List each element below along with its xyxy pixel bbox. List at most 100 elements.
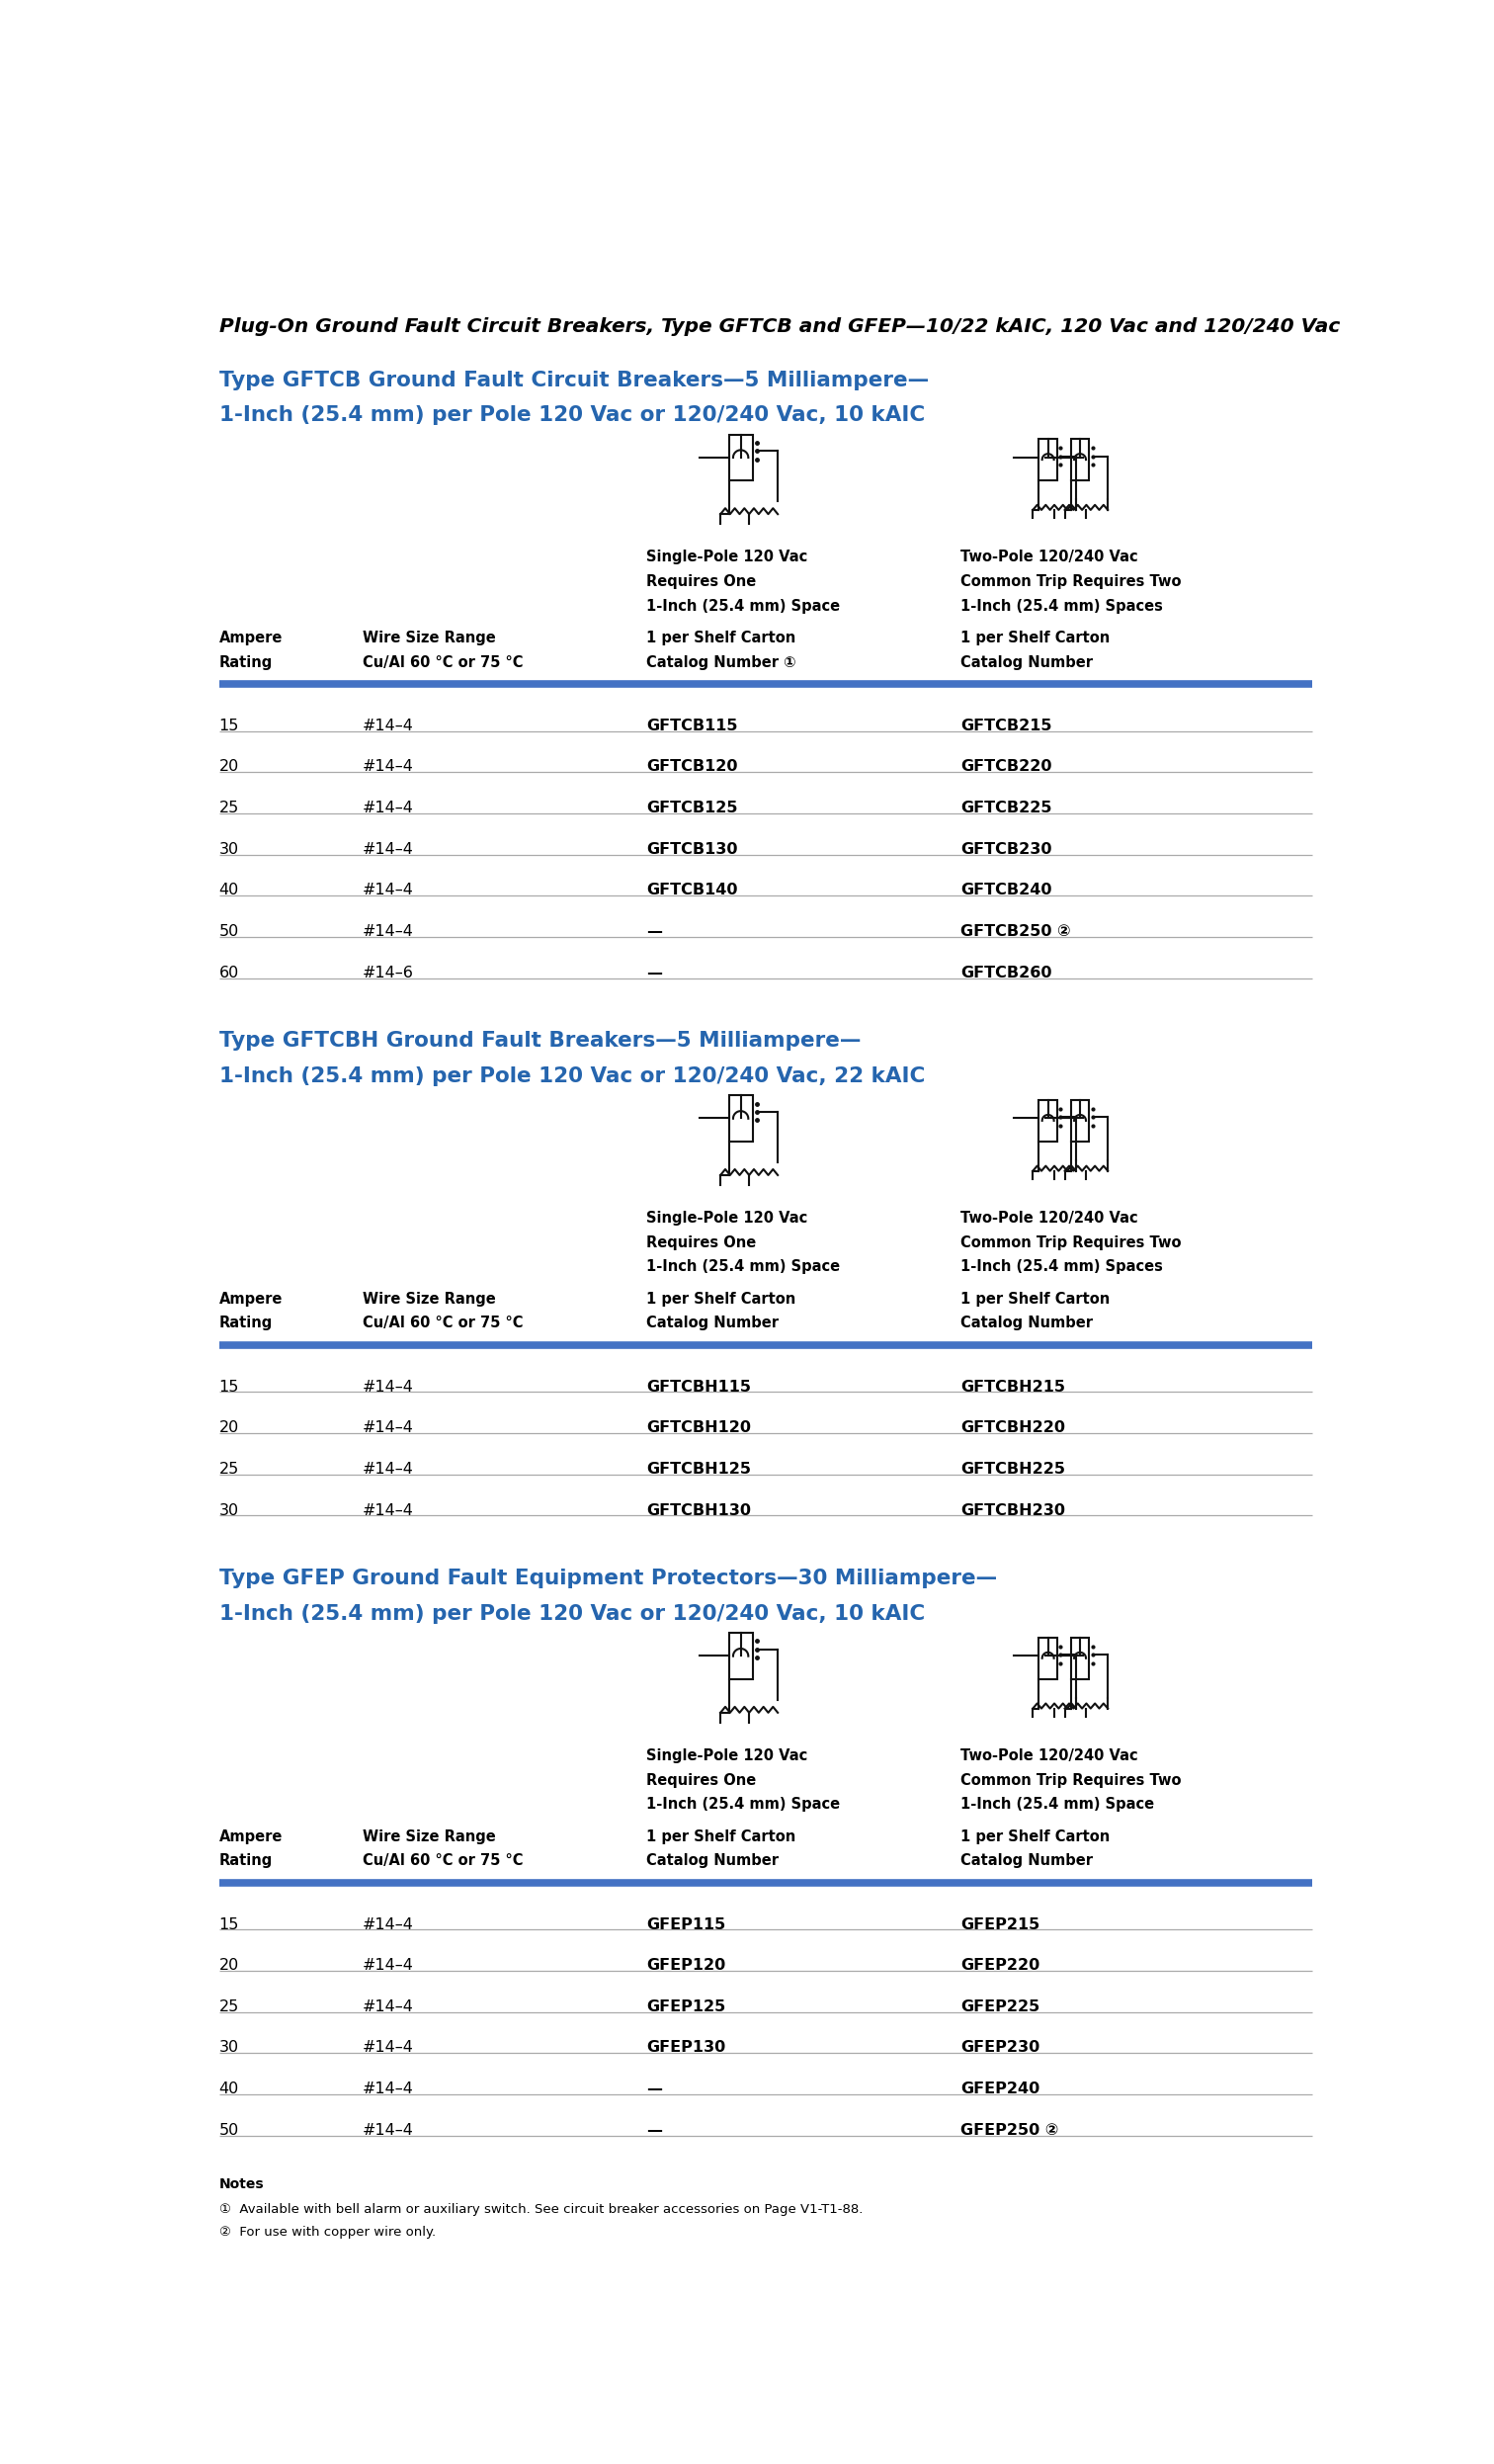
Text: Rating: Rating xyxy=(220,1853,272,1868)
Text: Cu/Al 60 °C or 75 °C: Cu/Al 60 °C or 75 °C xyxy=(363,1316,523,1331)
Text: 15: 15 xyxy=(220,1917,239,1932)
Text: GFTCBH230: GFTCBH230 xyxy=(961,1503,1065,1518)
Text: GFTCB240: GFTCB240 xyxy=(961,882,1052,897)
Text: 50: 50 xyxy=(220,924,239,939)
Text: GFEP225: GFEP225 xyxy=(961,1998,1040,2013)
Text: 1-Inch (25.4 mm) per Pole 120 Vac or 120/240 Vac, 22 kAIC: 1-Inch (25.4 mm) per Pole 120 Vac or 120… xyxy=(220,1067,925,1087)
Text: GFTCBH215: GFTCBH215 xyxy=(961,1380,1065,1395)
Text: —: — xyxy=(647,924,662,939)
Text: Catalog Number: Catalog Number xyxy=(961,1853,1092,1868)
Bar xyxy=(729,434,753,480)
Text: 30: 30 xyxy=(220,843,239,857)
Text: Two-Pole 120/240 Vac: Two-Pole 120/240 Vac xyxy=(961,1210,1137,1225)
Text: 1-Inch (25.4 mm) per Pole 120 Vac or 120/240 Vac, 10 kAIC: 1-Inch (25.4 mm) per Pole 120 Vac or 120… xyxy=(220,404,925,424)
Text: 20: 20 xyxy=(220,1959,239,1974)
Text: Requires One: Requires One xyxy=(647,1234,756,1249)
Text: GFTCBH115: GFTCBH115 xyxy=(647,1380,751,1395)
Text: Cu/Al 60 °C or 75 °C: Cu/Al 60 °C or 75 °C xyxy=(363,655,523,670)
Text: 20: 20 xyxy=(220,759,239,774)
Text: GFEP220: GFEP220 xyxy=(961,1959,1040,1974)
Text: —: — xyxy=(647,2082,662,2097)
Text: 1-Inch (25.4 mm) Spaces: 1-Inch (25.4 mm) Spaces xyxy=(961,1259,1162,1274)
Text: Type GFEP Ground Fault Equipment Protectors—30 Milliampere—: Type GFEP Ground Fault Equipment Protect… xyxy=(220,1570,996,1589)
Text: Single-Pole 120 Vac: Single-Pole 120 Vac xyxy=(647,1210,808,1225)
Text: #14–4: #14–4 xyxy=(363,2122,414,2139)
Text: GFTCBH225: GFTCBH225 xyxy=(961,1461,1065,1476)
Text: GFTCBH220: GFTCBH220 xyxy=(961,1422,1065,1437)
Text: GFEP130: GFEP130 xyxy=(647,2040,726,2055)
Text: #14–4: #14–4 xyxy=(363,1959,414,1974)
Text: 1 per Shelf Carton: 1 per Shelf Carton xyxy=(961,631,1110,646)
Text: 1-Inch (25.4 mm) Space: 1-Inch (25.4 mm) Space xyxy=(647,599,840,614)
Text: GFTCB220: GFTCB220 xyxy=(961,759,1052,774)
Text: #14–4: #14–4 xyxy=(363,759,414,774)
Text: Common Trip Requires Two: Common Trip Requires Two xyxy=(961,1234,1182,1249)
Text: GFTCBH120: GFTCBH120 xyxy=(647,1422,751,1437)
Text: GFTCB225: GFTCB225 xyxy=(961,801,1052,816)
Text: GFEP215: GFEP215 xyxy=(961,1917,1040,1932)
Text: #14–4: #14–4 xyxy=(363,843,414,857)
Text: Catalog Number: Catalog Number xyxy=(961,1316,1092,1331)
Text: GFEP240: GFEP240 xyxy=(961,2082,1040,2097)
Text: 1 per Shelf Carton: 1 per Shelf Carton xyxy=(647,631,796,646)
Text: 1-Inch (25.4 mm) Space: 1-Inch (25.4 mm) Space xyxy=(647,1796,840,1811)
Text: 1 per Shelf Carton: 1 per Shelf Carton xyxy=(961,1291,1110,1306)
Text: 1 per Shelf Carton: 1 per Shelf Carton xyxy=(961,1828,1110,1843)
Text: GFEP230: GFEP230 xyxy=(961,2040,1040,2055)
Text: Ampere: Ampere xyxy=(220,1291,282,1306)
Text: —: — xyxy=(647,2122,662,2139)
Text: #14–4: #14–4 xyxy=(363,719,414,734)
Text: #14–4: #14–4 xyxy=(363,1503,414,1518)
Text: Ampere: Ampere xyxy=(220,1828,282,1843)
Text: GFTCB260: GFTCB260 xyxy=(961,966,1052,981)
Bar xyxy=(729,1096,753,1141)
Text: Rating: Rating xyxy=(220,655,272,670)
Text: 30: 30 xyxy=(220,1503,239,1518)
Text: #14–4: #14–4 xyxy=(363,2040,414,2055)
Text: GFTCB215: GFTCB215 xyxy=(961,719,1052,734)
Text: 1 per Shelf Carton: 1 per Shelf Carton xyxy=(647,1828,796,1843)
Text: GFTCB125: GFTCB125 xyxy=(647,801,738,816)
Text: Plug-On Ground Fault Circuit Breakers, Type GFTCB and GFEP—10/22 kAIC, 120 Vac a: Plug-On Ground Fault Circuit Breakers, T… xyxy=(220,318,1340,335)
Text: #14–6: #14–6 xyxy=(363,966,414,981)
Text: GFEP125: GFEP125 xyxy=(647,1998,726,2013)
Text: 1 per Shelf Carton: 1 per Shelf Carton xyxy=(647,1291,796,1306)
Text: ②  For use with copper wire only.: ② For use with copper wire only. xyxy=(220,2225,435,2240)
Text: GFTCB140: GFTCB140 xyxy=(647,882,738,897)
Text: #14–4: #14–4 xyxy=(363,1917,414,1932)
Text: 60: 60 xyxy=(220,966,239,981)
Text: Type GFTCB Ground Fault Circuit Breakers—5 Milliampere—: Type GFTCB Ground Fault Circuit Breakers… xyxy=(220,370,928,389)
Text: #14–4: #14–4 xyxy=(363,1998,414,2013)
Text: Catalog Number: Catalog Number xyxy=(961,655,1092,670)
Text: Cu/Al 60 °C or 75 °C: Cu/Al 60 °C or 75 °C xyxy=(363,1853,523,1868)
Text: GFTCB230: GFTCB230 xyxy=(961,843,1052,857)
Bar xyxy=(1038,439,1058,480)
Bar xyxy=(1071,1099,1089,1141)
Bar xyxy=(1038,1636,1058,1678)
Text: 15: 15 xyxy=(220,719,239,734)
Text: GFTCB120: GFTCB120 xyxy=(647,759,738,774)
Text: Wire Size Range: Wire Size Range xyxy=(363,631,496,646)
Text: GFEP115: GFEP115 xyxy=(647,1917,726,1932)
Text: GFTCB130: GFTCB130 xyxy=(647,843,738,857)
Text: Requires One: Requires One xyxy=(647,574,756,589)
Text: Two-Pole 120/240 Vac: Two-Pole 120/240 Vac xyxy=(961,549,1137,564)
Text: Notes: Notes xyxy=(220,2178,264,2190)
Bar xyxy=(1071,1636,1089,1678)
Bar xyxy=(1071,439,1089,480)
Text: 1-Inch (25.4 mm) Space: 1-Inch (25.4 mm) Space xyxy=(961,1796,1153,1811)
Text: Ampere: Ampere xyxy=(220,631,282,646)
Text: Type GFTCBH Ground Fault Breakers—5 Milliampere—: Type GFTCBH Ground Fault Breakers—5 Mill… xyxy=(220,1032,861,1052)
Text: 50: 50 xyxy=(220,2122,239,2139)
Text: GFEP250 ②: GFEP250 ② xyxy=(961,2122,1058,2139)
Text: 25: 25 xyxy=(220,801,239,816)
Text: Two-Pole 120/240 Vac: Two-Pole 120/240 Vac xyxy=(961,1749,1137,1764)
Text: 40: 40 xyxy=(220,882,239,897)
Text: #14–4: #14–4 xyxy=(363,1461,414,1476)
Text: Common Trip Requires Two: Common Trip Requires Two xyxy=(961,574,1182,589)
Text: #14–4: #14–4 xyxy=(363,1380,414,1395)
Text: Rating: Rating xyxy=(220,1316,272,1331)
Text: 40: 40 xyxy=(220,2082,239,2097)
Text: GFTCBH130: GFTCBH130 xyxy=(647,1503,751,1518)
Text: 25: 25 xyxy=(220,1461,239,1476)
